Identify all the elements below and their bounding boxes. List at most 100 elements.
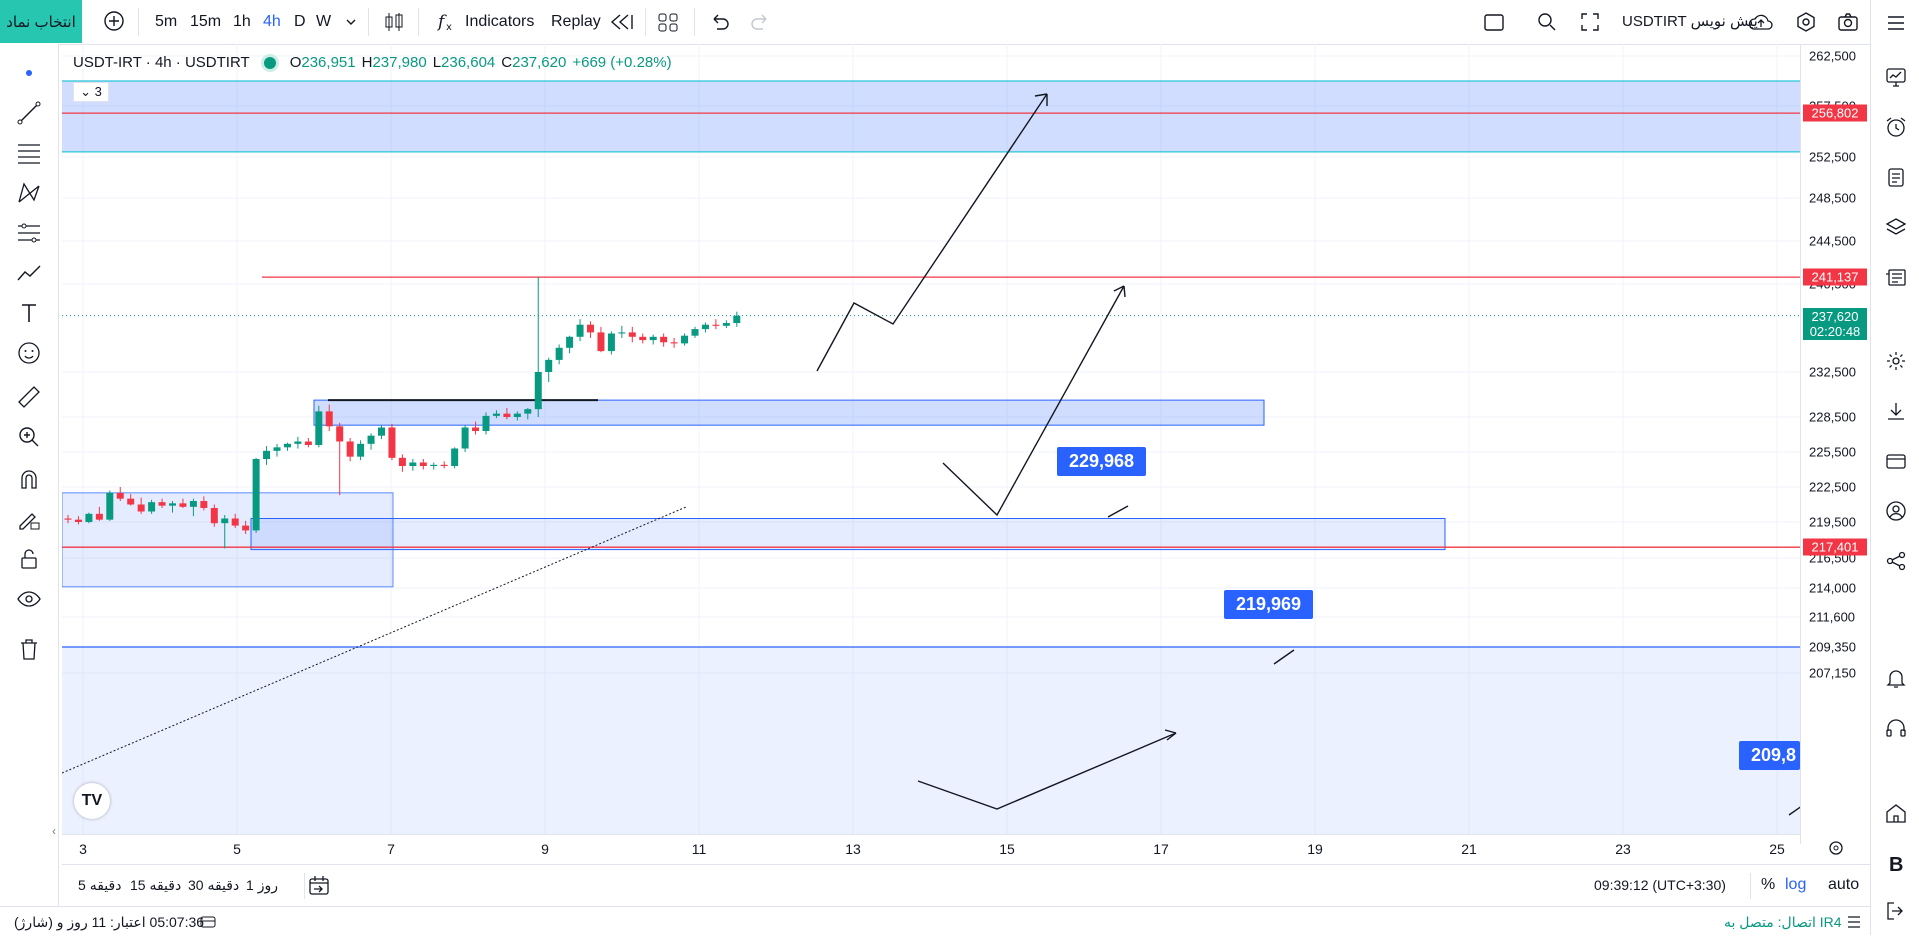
drawing-path-up-3[interactable] bbox=[917, 732, 1177, 810]
interval-15m[interactable]: 15m bbox=[190, 13, 222, 30]
candle-body bbox=[440, 464, 448, 466]
expand-icon[interactable] bbox=[1578, 10, 1602, 34]
drawing-pointer-1[interactable] bbox=[1107, 505, 1129, 518]
home-icon[interactable] bbox=[1881, 798, 1911, 828]
user-icon[interactable] bbox=[1881, 496, 1911, 526]
fib-lines-icon[interactable] bbox=[14, 138, 44, 168]
text-tool-icon[interactable] bbox=[14, 298, 44, 328]
drawing-arrowhead-1[interactable] bbox=[1034, 93, 1048, 106]
lock-pencil-icon[interactable] bbox=[14, 504, 44, 534]
drawing-zone-top[interactable] bbox=[62, 81, 1800, 152]
axis-settings-icon[interactable] bbox=[1826, 838, 1846, 863]
time-axis[interactable]: 3 5 7 9 11 13 15 17 19 21 23 25 bbox=[62, 834, 1800, 865]
drawing-zone-low[interactable] bbox=[250, 518, 1446, 551]
annotation-label-2[interactable]: 219,969 bbox=[1224, 590, 1314, 619]
auto-toggle[interactable]: auto bbox=[1828, 876, 1860, 893]
indicators-button[interactable]: Indicators bbox=[465, 13, 535, 30]
goto-date-icon[interactable] bbox=[306, 873, 332, 904]
cloud-save-icon[interactable] bbox=[1747, 10, 1775, 34]
ruler-icon[interactable] bbox=[14, 382, 44, 412]
emoji-icon[interactable] bbox=[14, 338, 44, 368]
cursor-dot-icon[interactable] bbox=[14, 58, 44, 88]
settings-hex-icon[interactable] bbox=[1794, 10, 1818, 34]
clock-timezone[interactable]: 09:39:12 (UTC+3:30) bbox=[1594, 877, 1726, 893]
range-30m[interactable]: 30 دقیقه bbox=[188, 877, 240, 893]
watchlist-icon[interactable] bbox=[1881, 62, 1911, 92]
brand-b-icon[interactable]: B bbox=[1881, 848, 1911, 878]
price-axis[interactable]: 262,500257,500252,500248,500244,500240,5… bbox=[1800, 44, 1871, 844]
download-icon[interactable] bbox=[1881, 396, 1911, 426]
candle-body bbox=[607, 333, 615, 352]
collapse-left-icon[interactable]: ‹ bbox=[52, 824, 56, 838]
replay-button[interactable]: Replay bbox=[551, 13, 601, 30]
share-icon[interactable] bbox=[1881, 546, 1911, 576]
drawing-zone-bottom[interactable] bbox=[62, 647, 1800, 834]
news-icon[interactable] bbox=[1881, 262, 1911, 292]
add-symbol-icon[interactable] bbox=[103, 10, 125, 34]
interval-d[interactable]: D bbox=[294, 13, 306, 30]
settings-gear-icon[interactable] bbox=[1881, 346, 1911, 376]
drawing-arrowhead-3[interactable] bbox=[1164, 729, 1177, 741]
range-1d[interactable]: 1 روز bbox=[246, 877, 278, 893]
alarm-clock-icon[interactable] bbox=[1881, 112, 1911, 142]
zoom-in-icon[interactable] bbox=[14, 422, 44, 452]
notes-icon[interactable] bbox=[1881, 162, 1911, 192]
quick-search-icon[interactable] bbox=[1535, 10, 1559, 34]
legend-collapse-toggle[interactable]: ⌄ 3 bbox=[73, 82, 109, 102]
trend-line-icon[interactable] bbox=[14, 98, 44, 128]
interval-w[interactable]: W bbox=[316, 13, 332, 30]
interval-4h[interactable]: 4h bbox=[263, 13, 281, 30]
annotation-label-1[interactable]: 229,968 bbox=[1057, 447, 1147, 476]
pattern-icon[interactable] bbox=[14, 178, 44, 208]
drawing-trend-line[interactable] bbox=[62, 506, 687, 774]
layout-grid-icon[interactable] bbox=[657, 10, 679, 34]
lock-icon[interactable] bbox=[14, 544, 44, 574]
wallet-icon[interactable] bbox=[1881, 446, 1911, 476]
drawing-zone-mid[interactable] bbox=[313, 399, 1265, 426]
interval-5m[interactable]: 5m bbox=[155, 13, 178, 30]
magnet-icon[interactable] bbox=[14, 464, 44, 494]
candle-body bbox=[127, 498, 135, 505]
price-tick-label: 214,000 bbox=[1809, 580, 1856, 596]
range-15m[interactable]: 15 دقیقه bbox=[130, 877, 182, 893]
drawing-pointer-3[interactable] bbox=[1788, 801, 1800, 816]
drawing-arrowhead-2[interactable] bbox=[1113, 285, 1126, 298]
range-5m[interactable]: 5 دقیقه bbox=[78, 877, 122, 893]
candle-body bbox=[618, 332, 626, 334]
bell-icon[interactable] bbox=[1881, 663, 1911, 693]
layers-icon[interactable] bbox=[1881, 212, 1911, 242]
drawing-path-up-1[interactable] bbox=[816, 93, 1048, 372]
drawing-path-up-2[interactable] bbox=[942, 285, 1125, 517]
menu-icon[interactable] bbox=[1881, 8, 1911, 38]
candle-body bbox=[681, 335, 689, 344]
log-toggle[interactable]: log bbox=[1785, 876, 1807, 893]
percent-toggle[interactable]: % bbox=[1761, 876, 1776, 893]
headset-icon[interactable] bbox=[1881, 713, 1911, 743]
redo-icon[interactable] bbox=[750, 10, 772, 34]
publish-draft-button[interactable]: USDTIRT پیش نویس bbox=[1622, 13, 1758, 30]
eye-icon[interactable] bbox=[14, 584, 44, 614]
legend-title[interactable]: USDT-IRT · 4h · USDTIRT bbox=[73, 54, 250, 71]
legend-change: +669 (+0.28%) bbox=[572, 54, 672, 71]
interval-1h[interactable]: 1h bbox=[233, 13, 251, 30]
trash-icon[interactable] bbox=[14, 634, 44, 664]
tradingview-logo[interactable]: TV bbox=[74, 783, 110, 819]
drawing-toolbar bbox=[0, 44, 59, 906]
logout-icon[interactable] bbox=[1881, 896, 1911, 926]
drawing-pointer-2[interactable] bbox=[1273, 649, 1295, 665]
brush-path-icon[interactable] bbox=[14, 258, 44, 288]
chevron-down-icon[interactable] bbox=[345, 10, 357, 34]
candles-icon[interactable] bbox=[383, 10, 405, 34]
annotation-label-3[interactable]: 209,8 bbox=[1739, 741, 1801, 770]
drawing-zone-left[interactable] bbox=[62, 492, 394, 588]
camera-icon[interactable] bbox=[1836, 10, 1860, 34]
price-tick-label: 209,350 bbox=[1809, 639, 1856, 655]
fullscreen-rect-icon[interactable] bbox=[1482, 10, 1506, 34]
price-chart[interactable] bbox=[62, 44, 1800, 834]
replay-icon[interactable] bbox=[608, 10, 634, 34]
undo-icon[interactable] bbox=[708, 10, 730, 34]
symbol-select-button[interactable]: انتخاب نماد bbox=[0, 0, 82, 43]
candle-body bbox=[106, 492, 114, 520]
projection-icon[interactable] bbox=[14, 218, 44, 248]
